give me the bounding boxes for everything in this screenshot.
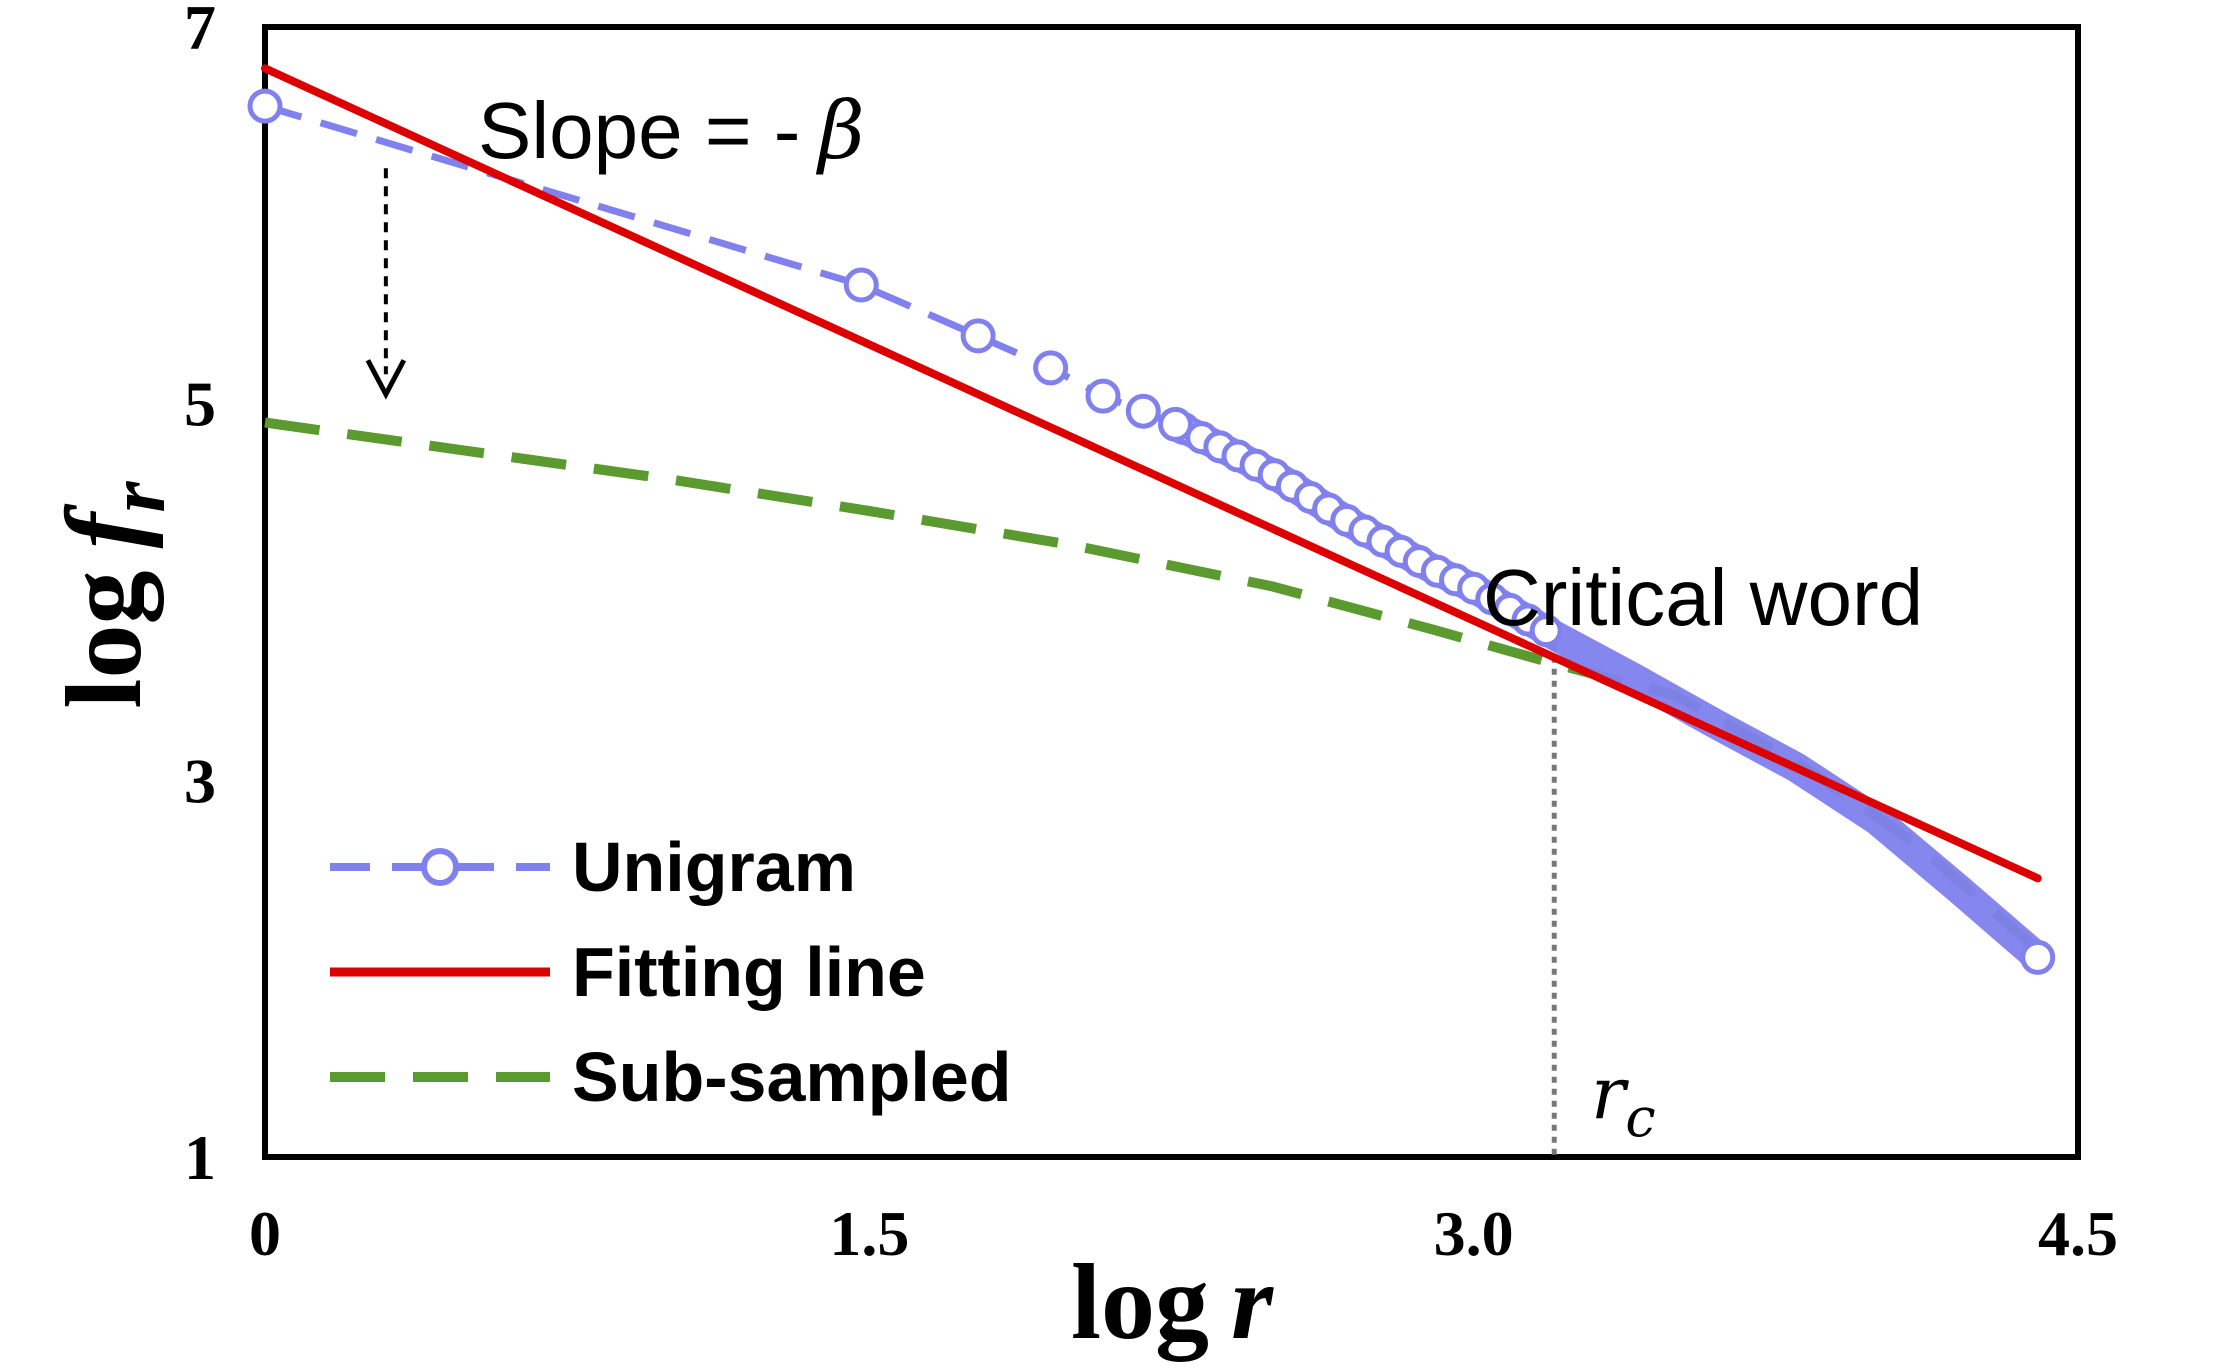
tick-labels: 0 1.5 3.0 4.5 1 3 5 7 xyxy=(184,0,2118,1269)
y-axis-title: logfr xyxy=(45,481,182,709)
legend: Unigram Fitting line Sub-sampled xyxy=(330,828,1012,1116)
legend-item-unigram: Unigram xyxy=(330,828,856,906)
beta-symbol: β xyxy=(815,84,864,177)
legend-label-fitting-line: Fitting line xyxy=(572,933,926,1011)
series-fitting-line xyxy=(261,64,2042,883)
rc-label: rc xyxy=(1591,1051,1656,1149)
x-tick-label: 4.5 xyxy=(2038,1198,2118,1269)
series-unigram xyxy=(247,88,2056,975)
unigram-point xyxy=(2020,939,2056,975)
x-axis-title-var: r xyxy=(1231,1243,1274,1362)
y-tick-label: 1 xyxy=(184,1122,216,1193)
y-axis-title-main: log xyxy=(45,571,164,709)
x-axis-title-main: log xyxy=(1071,1243,1209,1362)
plot-frame xyxy=(262,24,2081,1160)
y-tick-label: 3 xyxy=(184,745,216,816)
x-tick-label: 3.0 xyxy=(1434,1198,1514,1269)
slope-annotation: Slope = -β xyxy=(478,84,865,177)
unigram-point xyxy=(843,267,879,303)
shift-arrow xyxy=(365,168,407,400)
critical-word-label: Critical word xyxy=(1483,553,1923,642)
unigram-point xyxy=(247,88,283,124)
legend-item-sub-sampled: Sub-sampled xyxy=(330,1038,1012,1116)
y-axis-title-sub: r xyxy=(94,481,182,513)
slope-text: Slope = - xyxy=(478,86,800,175)
legend-label-sub-sampled: Sub-sampled xyxy=(572,1038,1012,1116)
arrow-head xyxy=(365,359,407,400)
x-tick-label: 1.5 xyxy=(829,1198,909,1269)
unigram-point xyxy=(1085,378,1121,414)
legend-item-fitting-line: Fitting line xyxy=(330,933,926,1011)
x-axis-title: log r xyxy=(1071,1243,1274,1362)
unigram-point xyxy=(1158,406,1194,442)
x-tick-label: 0 xyxy=(249,1198,281,1269)
unigram-point xyxy=(1033,350,1069,386)
rc-sub: c xyxy=(1625,1086,1655,1149)
legend-unigram-marker xyxy=(421,848,459,886)
y-tick-label: 5 xyxy=(184,369,216,440)
fitting-line xyxy=(261,64,2042,883)
unigram-point xyxy=(1125,393,1161,429)
legend-label-unigram: Unigram xyxy=(572,828,856,906)
unigram-point xyxy=(960,318,996,354)
y-tick-label: 7 xyxy=(184,0,216,63)
unigram-point xyxy=(1529,614,1563,648)
rc-main: r xyxy=(1591,1051,1629,1135)
